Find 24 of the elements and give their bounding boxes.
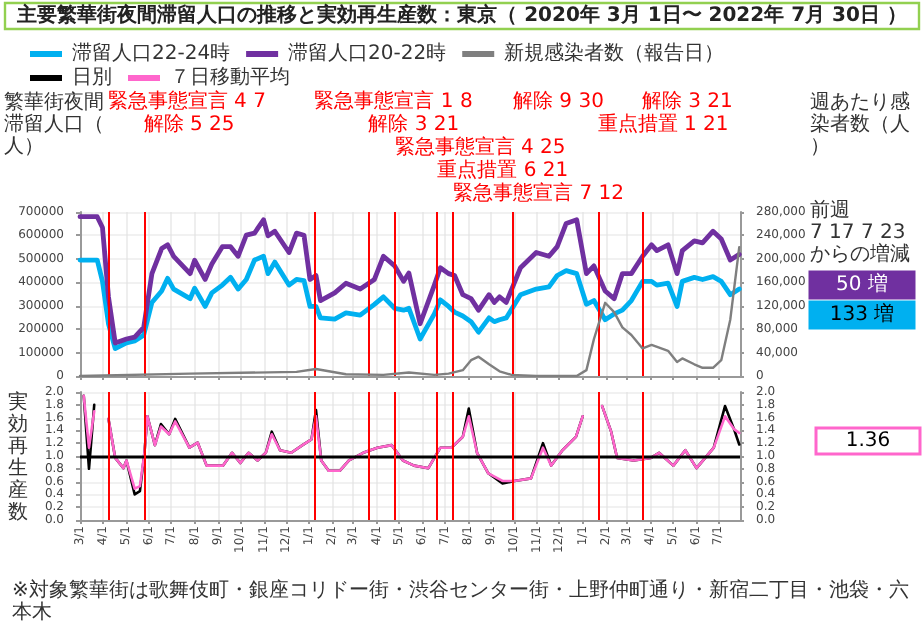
ref-line-label: 解除 3 21 xyxy=(368,112,460,136)
ref-line-label: 解除 9 30 xyxy=(513,89,604,113)
ref-line-label: 緊急事態宣言 4 7 xyxy=(107,89,266,113)
legend-label: 滞留人口22-24時 xyxy=(72,41,231,65)
y-axis-title: 繁華街夜間滞留人口（人） xyxy=(4,90,104,158)
ref-line-label: 緊急事態宣言 4 25 xyxy=(394,135,566,159)
ref-line-label: 緊急事態宣言 7 12 xyxy=(453,181,624,205)
text: ※対象繁華街は歌舞伎町・銀座コリドー街・渋谷センター街・上野仲町通り・新宿二丁目・池袋・六本木 xyxy=(12,578,909,624)
text: 前週 7 17 7 23 からの増減 xyxy=(810,198,910,266)
chart-title: 主要繁華街夜間滞留人口の推移と実効再生産数：東京（ 2020年 3月 1日〜 2022年 7月 30日 ） xyxy=(15,3,907,27)
ref-line-label: 緊急事態宣言 1 8 xyxy=(314,89,473,113)
y-axis-title: 実効再生産数 xyxy=(8,390,28,524)
legend-label: 日別 xyxy=(72,67,112,89)
text: 50 増 xyxy=(836,272,888,296)
legend-label: ７日移動平均 xyxy=(170,65,290,89)
ref-line-label: 解除 3 21 xyxy=(641,89,733,113)
ref-line-label: 重点措置 1 21 xyxy=(597,112,729,136)
legend-label: 滞留人口20-22時 xyxy=(288,41,447,65)
legend-label: 新規感染者数（報告日） xyxy=(504,41,725,65)
text: 133 増 xyxy=(829,302,895,326)
text: 1.36 xyxy=(845,430,891,452)
ref-line-label: 重点措置 6 21 xyxy=(437,158,569,182)
y2-axis-title: 週あたり感染者数（人） xyxy=(810,90,910,158)
ref-line-label: 解除 5 25 xyxy=(143,112,235,136)
